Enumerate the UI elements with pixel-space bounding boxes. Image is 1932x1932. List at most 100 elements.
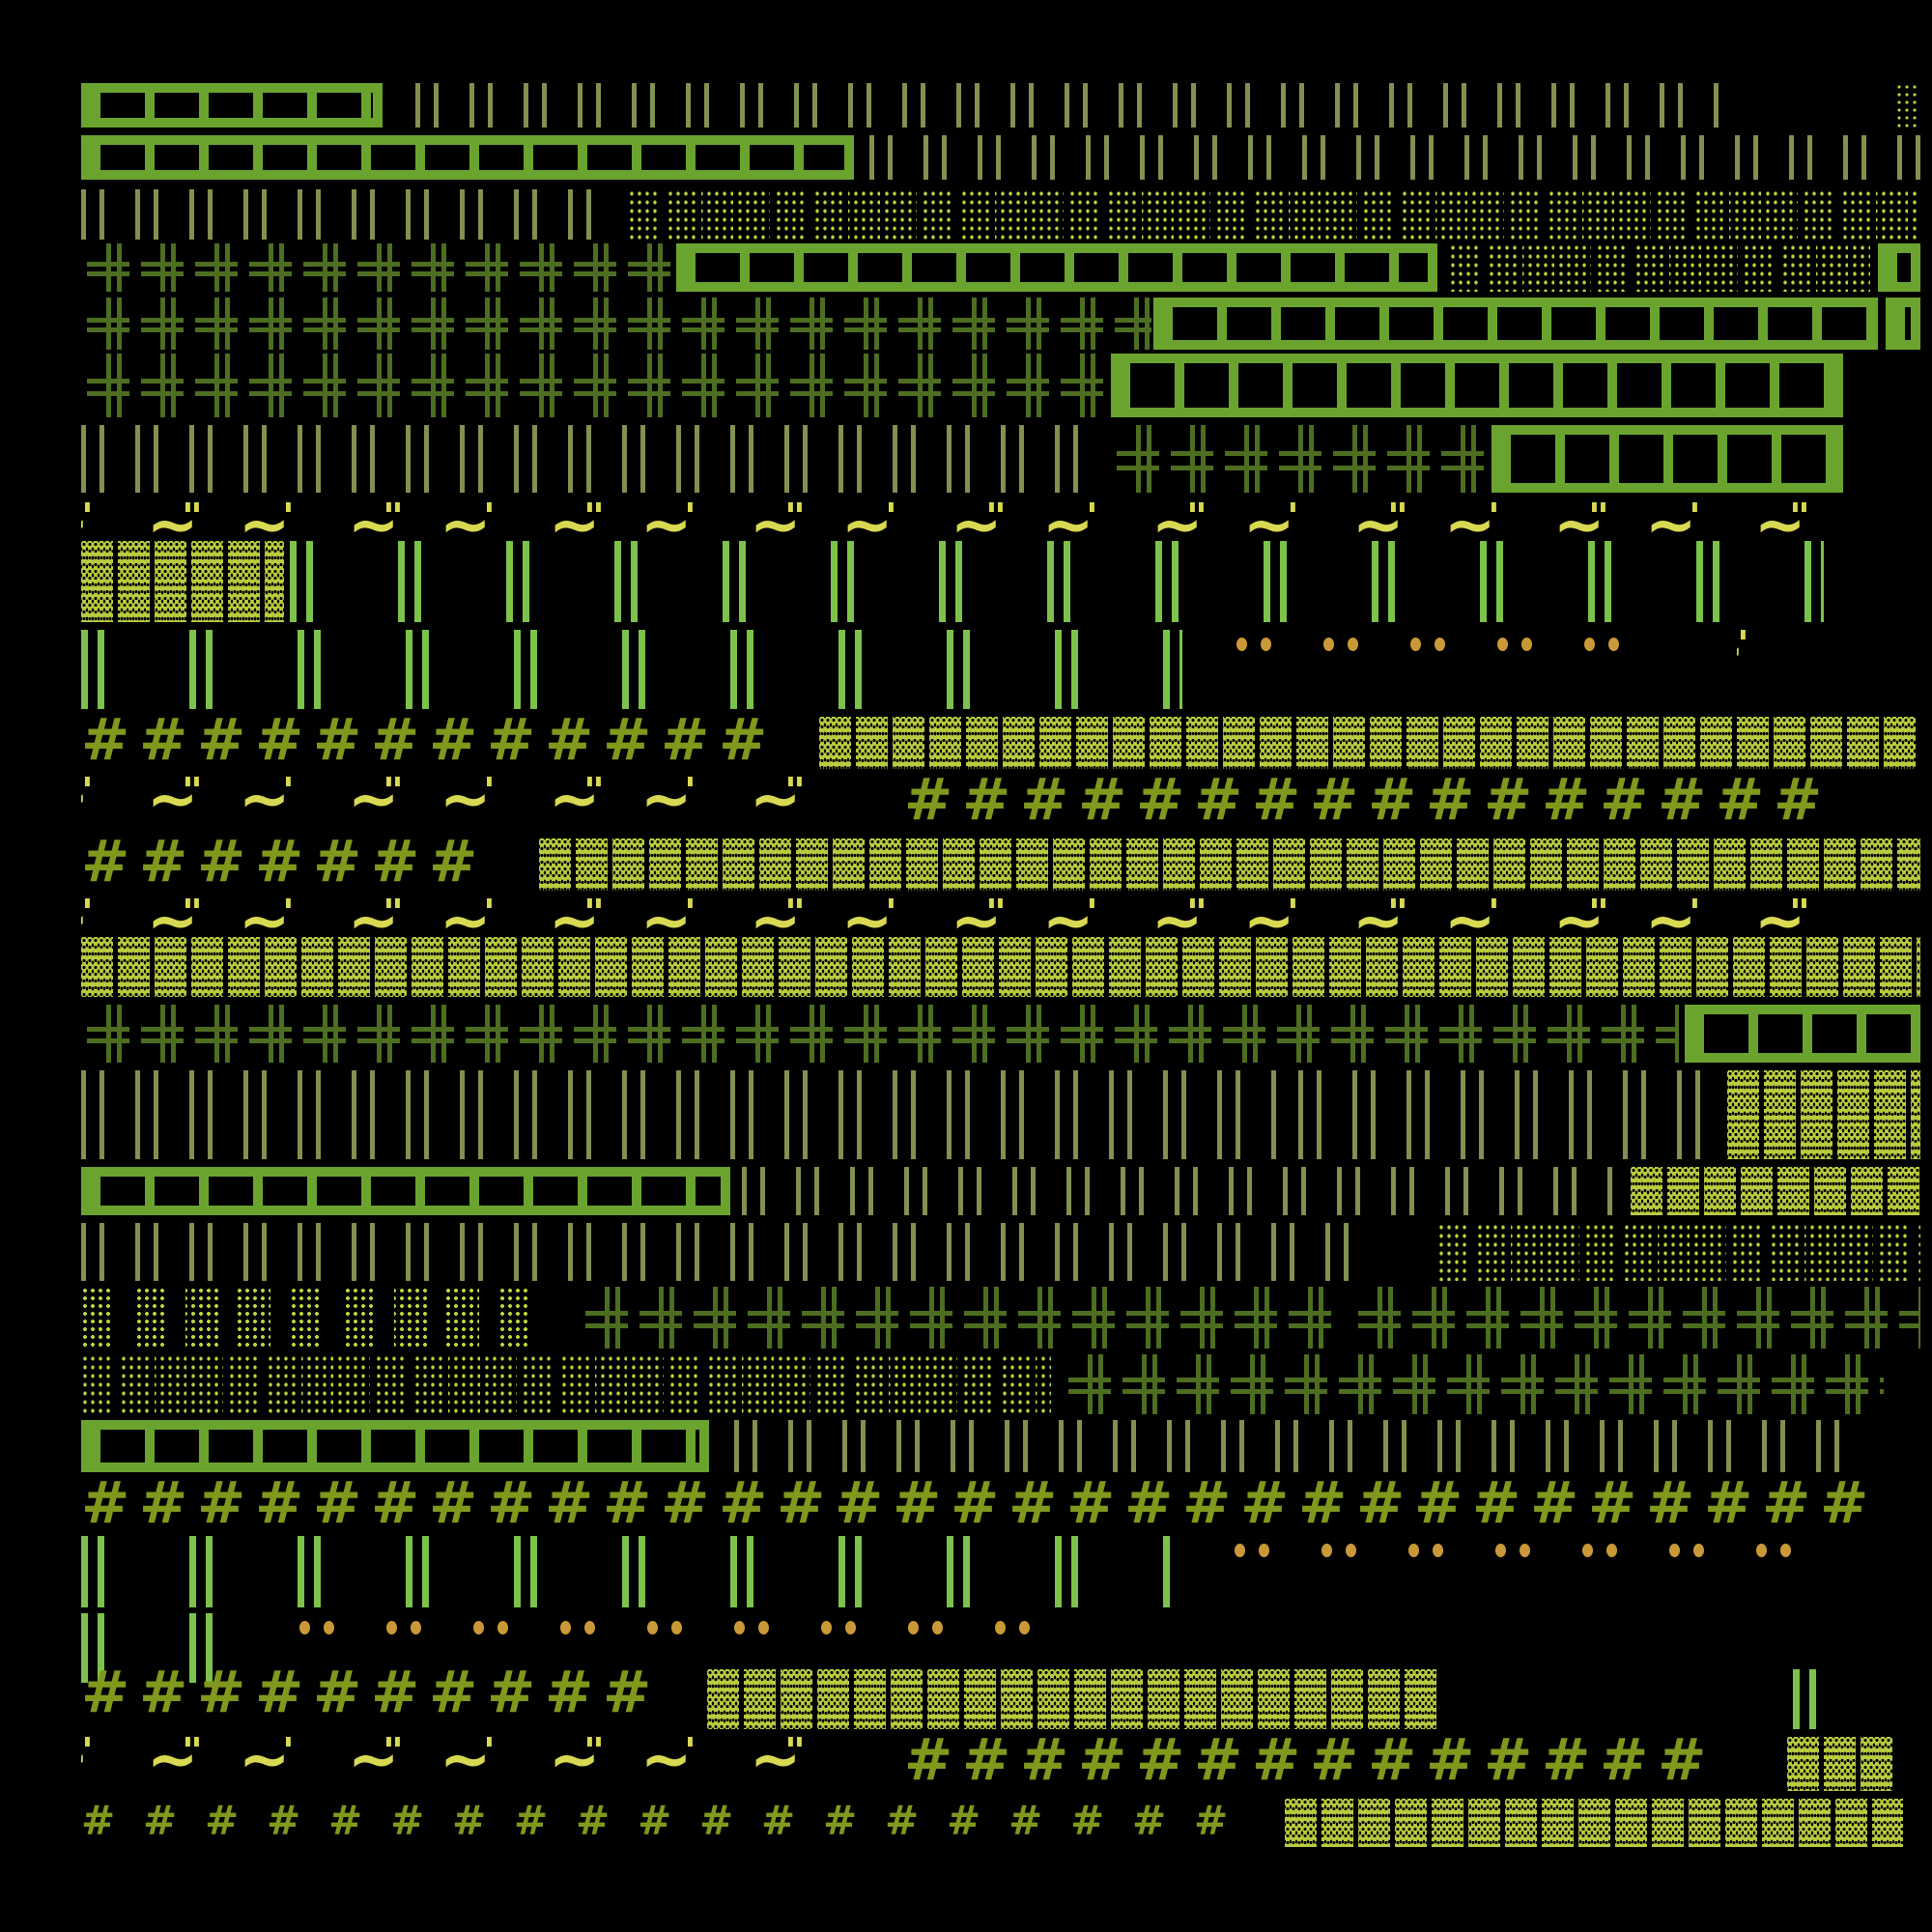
- hash-glyph: #: [197, 1480, 246, 1528]
- hash-glyph: #: [1426, 1737, 1475, 1791]
- quote-squiggle-glyph: '~: [1444, 502, 1500, 535]
- hash-glyph: #: [429, 1669, 478, 1726]
- hash-glyph: #: [1252, 777, 1301, 831]
- segment-tilde: '~ "~ '~ "~ '~ "~ '~ "~: [81, 777, 900, 831]
- orange-dot-pair: [1486, 1536, 1573, 1607]
- quote-squiggle-glyph: '~: [841, 898, 897, 931]
- hash-glyph: #: [719, 1480, 768, 1528]
- quote-squiggle-glyph: '~: [238, 1737, 295, 1791]
- quote-squiggle-glyph: "~: [549, 502, 605, 535]
- hash-glyph: #: [823, 1799, 858, 1844]
- quote-squiggle-glyph: '~: [1243, 898, 1299, 931]
- hash-glyph: #: [429, 1480, 478, 1528]
- quote-squiggle-glyph: '~: [1737, 630, 1749, 684]
- hash-glyph: #: [699, 1799, 734, 1844]
- quote-squiggle-glyph: '~: [239, 502, 295, 535]
- hash-glyph: #: [371, 1480, 420, 1528]
- orange-dot-pair: [1747, 1536, 1833, 1607]
- hash-glyph: #: [1588, 1480, 1637, 1528]
- orange-dot-pair: [1573, 1536, 1660, 1607]
- orange-dot-pair: [1227, 630, 1314, 709]
- orange-dot-pair: [1312, 1536, 1399, 1607]
- segment-cross: [1111, 425, 1488, 493]
- segment-dither: [81, 541, 284, 622]
- hash-glyph: #: [81, 838, 130, 891]
- orange-dot-pair: [551, 1613, 638, 1683]
- quote-squiggle-glyph: "~: [347, 777, 404, 831]
- hash-glyph: #: [1542, 777, 1591, 831]
- hash-glyph: #: [81, 1799, 116, 1844]
- segment-cross: [1063, 1354, 1884, 1414]
- hash-glyph: #: [885, 1799, 920, 1844]
- segment-dbars: [81, 1613, 286, 1683]
- segment-squares: [81, 83, 383, 128]
- hash-glyph: #: [487, 1669, 536, 1726]
- pattern-band: [0, 243, 1932, 292]
- hash-glyph: #: [1066, 1480, 1116, 1528]
- quote-squiggle-glyph: "~: [146, 777, 203, 831]
- hash-glyph: #: [761, 1799, 796, 1844]
- pattern-band: # # # # # # # # # # # #: [0, 717, 1932, 769]
- hash-glyph: #: [1310, 777, 1359, 831]
- quote-squiggle-glyph: '~: [841, 502, 897, 535]
- segment-dots: [1449, 243, 1870, 292]
- orange-dot-pair: [464, 1613, 551, 1683]
- hash-glyph: #: [1078, 777, 1127, 831]
- hash-glyph: #: [197, 717, 246, 769]
- hash-glyph: #: [661, 1480, 710, 1528]
- quote-squiggle-glyph: "~: [147, 502, 203, 535]
- segment-dots: [1437, 1223, 1920, 1281]
- hash-glyph: #: [390, 1799, 425, 1844]
- pattern-band: [0, 1167, 1932, 1215]
- orange-dot-pair: [724, 1613, 811, 1683]
- hash-glyph: #: [1356, 1480, 1406, 1528]
- segment-tilde: '~ "~ '~ "~ '~ "~ '~ "~: [81, 1737, 902, 1791]
- segment-hash: # # # # # # # # # # # # # # # #: [904, 777, 1833, 831]
- hash-glyph: #: [139, 1480, 188, 1528]
- hash-glyph: #: [1078, 1737, 1127, 1791]
- quote-squiggle-glyph: "~: [1352, 502, 1408, 535]
- pattern-band: # # # # # # # # # # # # # # # # # # # # # # # # # # # # # # #: [0, 1480, 1932, 1528]
- hash-glyph: #: [81, 1669, 130, 1726]
- hash-glyph: #: [313, 1480, 362, 1528]
- pattern-band: [0, 1070, 1932, 1159]
- segment-squares: [81, 1420, 709, 1472]
- segment-dither: [1631, 1167, 1920, 1215]
- hash-glyph: #: [487, 717, 536, 769]
- hash-glyph: #: [962, 777, 1011, 831]
- hash-glyph: #: [255, 1480, 304, 1528]
- quote-squiggle-glyph: "~: [951, 898, 1007, 931]
- segment-vlines: [734, 1420, 1845, 1472]
- pattern-band: [0, 1287, 1932, 1349]
- segment-dither: [539, 838, 1920, 891]
- hash-glyph: #: [429, 717, 478, 769]
- pattern-band: [0, 541, 1932, 622]
- hash-glyph: #: [603, 1480, 652, 1528]
- segment-squares: [1886, 298, 1920, 350]
- hash-glyph: #: [139, 717, 188, 769]
- segment-squares: [676, 243, 1437, 292]
- segment-hash: # # # # # # # # # #: [81, 1669, 705, 1729]
- quote-squiggle-glyph: '~: [1444, 898, 1500, 931]
- hash-glyph: #: [904, 1737, 953, 1791]
- hash-glyph: #: [452, 1799, 487, 1844]
- segment-cross: [1352, 1287, 1920, 1349]
- hash-glyph: #: [1020, 777, 1069, 831]
- segment-squares: [81, 1167, 730, 1215]
- hash-glyph: #: [313, 1669, 362, 1726]
- quote-squiggle-glyph: "~: [147, 898, 203, 931]
- hash-glyph: #: [1426, 777, 1475, 831]
- segment-tilde: '~ "~ '~ "~ '~ "~ '~ "~ '~ "~ '~ "~ '~ "~ '~ "~ '~ "~: [81, 502, 1897, 535]
- hash-glyph: #: [1070, 1799, 1105, 1844]
- segment-hash: # # # # # # #: [81, 838, 527, 891]
- hash-glyph: #: [1194, 777, 1243, 831]
- hash-glyph: #: [371, 838, 420, 891]
- hash-glyph: #: [81, 1480, 130, 1528]
- quote-squiggle-glyph: '~: [640, 502, 696, 535]
- hash-glyph: #: [197, 1669, 246, 1726]
- quote-squiggle-glyph: '~: [81, 898, 94, 931]
- hash-glyph: #: [255, 838, 304, 891]
- segment-vlines: [869, 135, 1920, 180]
- hash-glyph: #: [1132, 1799, 1167, 1844]
- orange-dot-pair: [1575, 630, 1662, 709]
